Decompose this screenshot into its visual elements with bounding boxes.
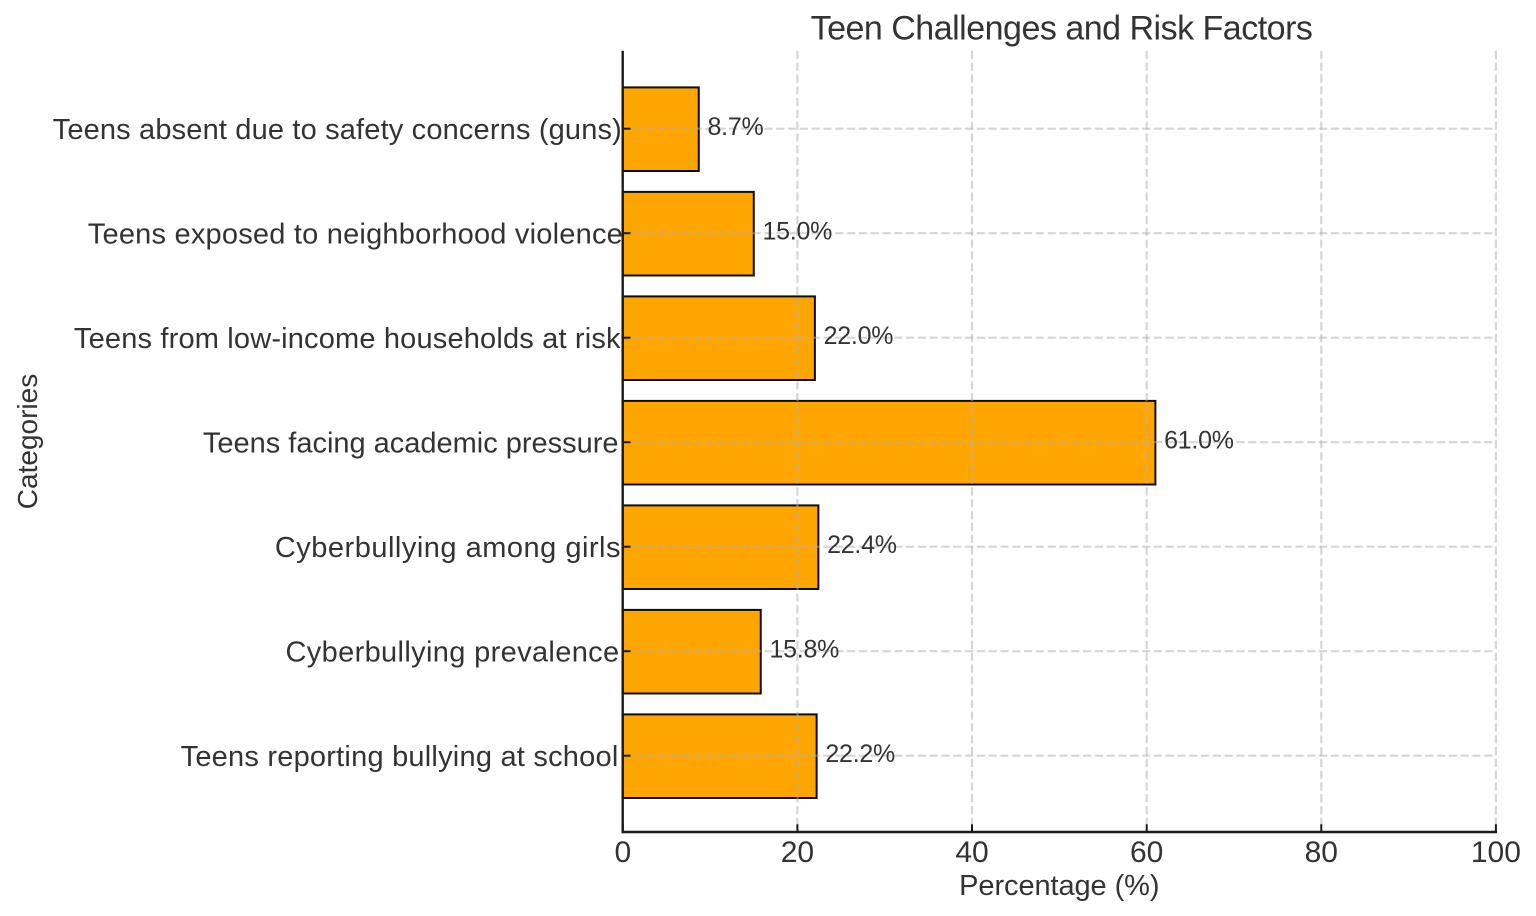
svg-text:Cyberbullying among girls: Cyberbullying among girls xyxy=(275,532,621,564)
svg-text:15.0%: 15.0% xyxy=(763,218,833,246)
svg-text:Teens reporting bullying at sc: Teens reporting bullying at school xyxy=(181,741,619,773)
svg-text:0: 0 xyxy=(614,836,631,869)
svg-text:100: 100 xyxy=(1471,836,1521,869)
svg-text:Teens from low-income househol: Teens from low-income households at risk xyxy=(74,323,621,355)
svg-text:Teens exposed to neighborhood: Teens exposed to neighborhood violence xyxy=(88,219,623,251)
svg-text:40: 40 xyxy=(955,836,988,869)
svg-text:22.0%: 22.0% xyxy=(824,322,894,350)
svg-text:80: 80 xyxy=(1305,836,1338,869)
svg-text:Teens facing academic pressure: Teens facing academic pressure xyxy=(203,428,619,460)
svg-text:Cyberbullying prevalence: Cyberbullying prevalence xyxy=(285,637,619,669)
svg-text:60: 60 xyxy=(1130,836,1163,869)
svg-text:22.4%: 22.4% xyxy=(827,531,897,559)
svg-text:Categories: Categories xyxy=(12,374,43,509)
svg-text:61.0%: 61.0% xyxy=(1164,427,1234,455)
svg-text:20: 20 xyxy=(781,836,814,869)
svg-text:Teens absent due to safety con: Teens absent due to safety concerns (gun… xyxy=(53,114,622,146)
svg-text:8.7%: 8.7% xyxy=(708,113,764,141)
svg-text:Teen Challenges and Risk Facto: Teen Challenges and Risk Factors xyxy=(811,9,1313,47)
svg-text:15.8%: 15.8% xyxy=(770,636,840,664)
svg-text:Percentage (%): Percentage (%) xyxy=(959,870,1159,902)
svg-text:22.2%: 22.2% xyxy=(825,740,895,768)
